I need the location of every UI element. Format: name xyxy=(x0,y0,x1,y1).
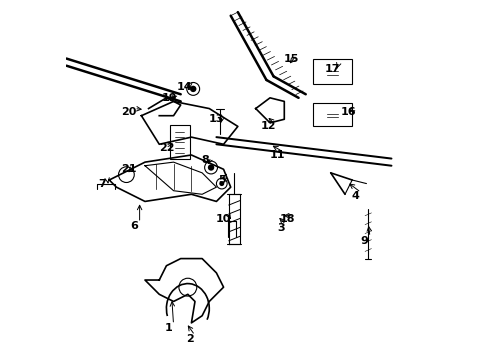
Text: 5: 5 xyxy=(218,175,225,185)
Text: 15: 15 xyxy=(284,54,299,64)
Text: 2: 2 xyxy=(186,334,194,344)
Circle shape xyxy=(208,164,214,171)
Text: 9: 9 xyxy=(361,236,368,246)
Text: 1: 1 xyxy=(164,323,172,333)
Text: 8: 8 xyxy=(202,156,210,165)
Text: 6: 6 xyxy=(130,221,138,231)
Text: 16: 16 xyxy=(341,107,356,117)
Text: 10: 10 xyxy=(216,214,231,224)
Text: 17: 17 xyxy=(325,64,340,74)
Text: 3: 3 xyxy=(277,223,285,233)
Circle shape xyxy=(220,181,224,186)
Circle shape xyxy=(190,86,196,92)
Text: 19: 19 xyxy=(162,93,178,103)
Text: 13: 13 xyxy=(209,114,224,124)
Text: 7: 7 xyxy=(98,179,106,189)
Text: 11: 11 xyxy=(270,150,285,160)
FancyBboxPatch shape xyxy=(170,125,190,158)
FancyBboxPatch shape xyxy=(313,103,352,126)
Text: 21: 21 xyxy=(121,164,137,174)
Text: 18: 18 xyxy=(280,214,295,224)
Text: 12: 12 xyxy=(261,121,276,131)
Text: 22: 22 xyxy=(159,143,174,153)
FancyBboxPatch shape xyxy=(313,59,352,84)
Text: 14: 14 xyxy=(176,82,192,92)
Text: 20: 20 xyxy=(121,107,137,117)
Text: 4: 4 xyxy=(352,191,360,201)
